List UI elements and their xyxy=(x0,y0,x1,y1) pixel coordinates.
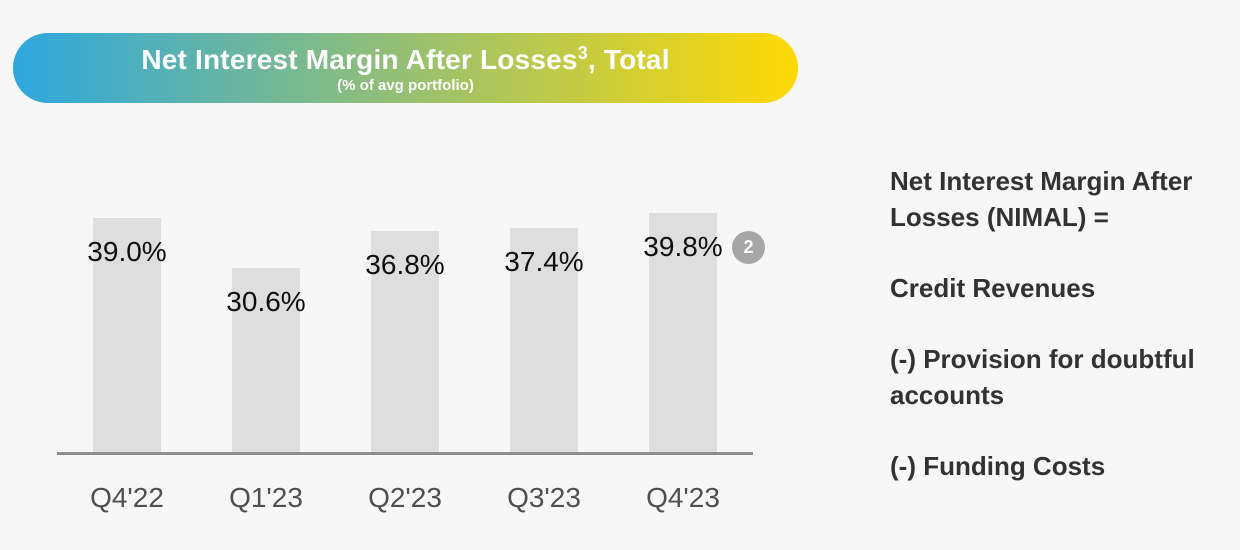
footnote-badge: 2 xyxy=(732,231,765,264)
nimal-definition-panel: Net Interest Margin After Losses (NIMAL)… xyxy=(890,163,1225,519)
definition-line-funding-costs: (-) Funding Costs xyxy=(890,451,1106,481)
value-label-Q4'23: 39.8% xyxy=(643,231,723,262)
x-tick-label-Q1'23: Q1'23 xyxy=(229,482,303,513)
chart-title-suffix: , Total xyxy=(587,43,670,75)
chart-title-banner: Net Interest Margin After Losses3, Total… xyxy=(13,33,798,103)
bar-Q1'23 xyxy=(232,268,300,452)
chart-title-footnote-marker: 3 xyxy=(577,42,588,63)
definition-line-provision: (-) Provision for doubtful accounts xyxy=(890,344,1195,410)
definition-line-credit-revenues: Credit Revenues xyxy=(890,273,1096,303)
chart-title-text: Net Interest Margin After Losses xyxy=(141,43,578,75)
x-tick-label-Q2'23: Q2'23 xyxy=(368,482,442,513)
bar-Q2'23 xyxy=(371,231,439,452)
value-label-Q2'23: 36.8% xyxy=(365,249,445,280)
x-tick-label-Q4'23: Q4'23 xyxy=(646,482,720,513)
x-tick-label-Q4'22: Q4'22 xyxy=(90,482,164,513)
definition-heading: Net Interest Margin After Losses (NIMAL)… xyxy=(890,166,1193,232)
bar-Q3'23 xyxy=(510,228,578,452)
bar-Q4'23 xyxy=(649,213,717,452)
x-tick-label-Q3'23: Q3'23 xyxy=(507,482,581,513)
bar-Q4'22 xyxy=(93,218,161,452)
value-label-Q1'23: 30.6% xyxy=(226,286,306,317)
bar-chart: 39.0% Q4'22 30.6% Q1'23 36.8% Q2'23 37.4% Q3'23… xyxy=(57,213,765,513)
value-label-Q3'23: 37.4% xyxy=(504,246,584,277)
x-axis-line xyxy=(57,452,753,455)
chart-subtitle: (% of avg portfolio) xyxy=(337,76,474,94)
chart-title: Net Interest Margin After Losses3, Total xyxy=(141,42,670,75)
value-label-Q4'22: 39.0% xyxy=(87,236,167,267)
